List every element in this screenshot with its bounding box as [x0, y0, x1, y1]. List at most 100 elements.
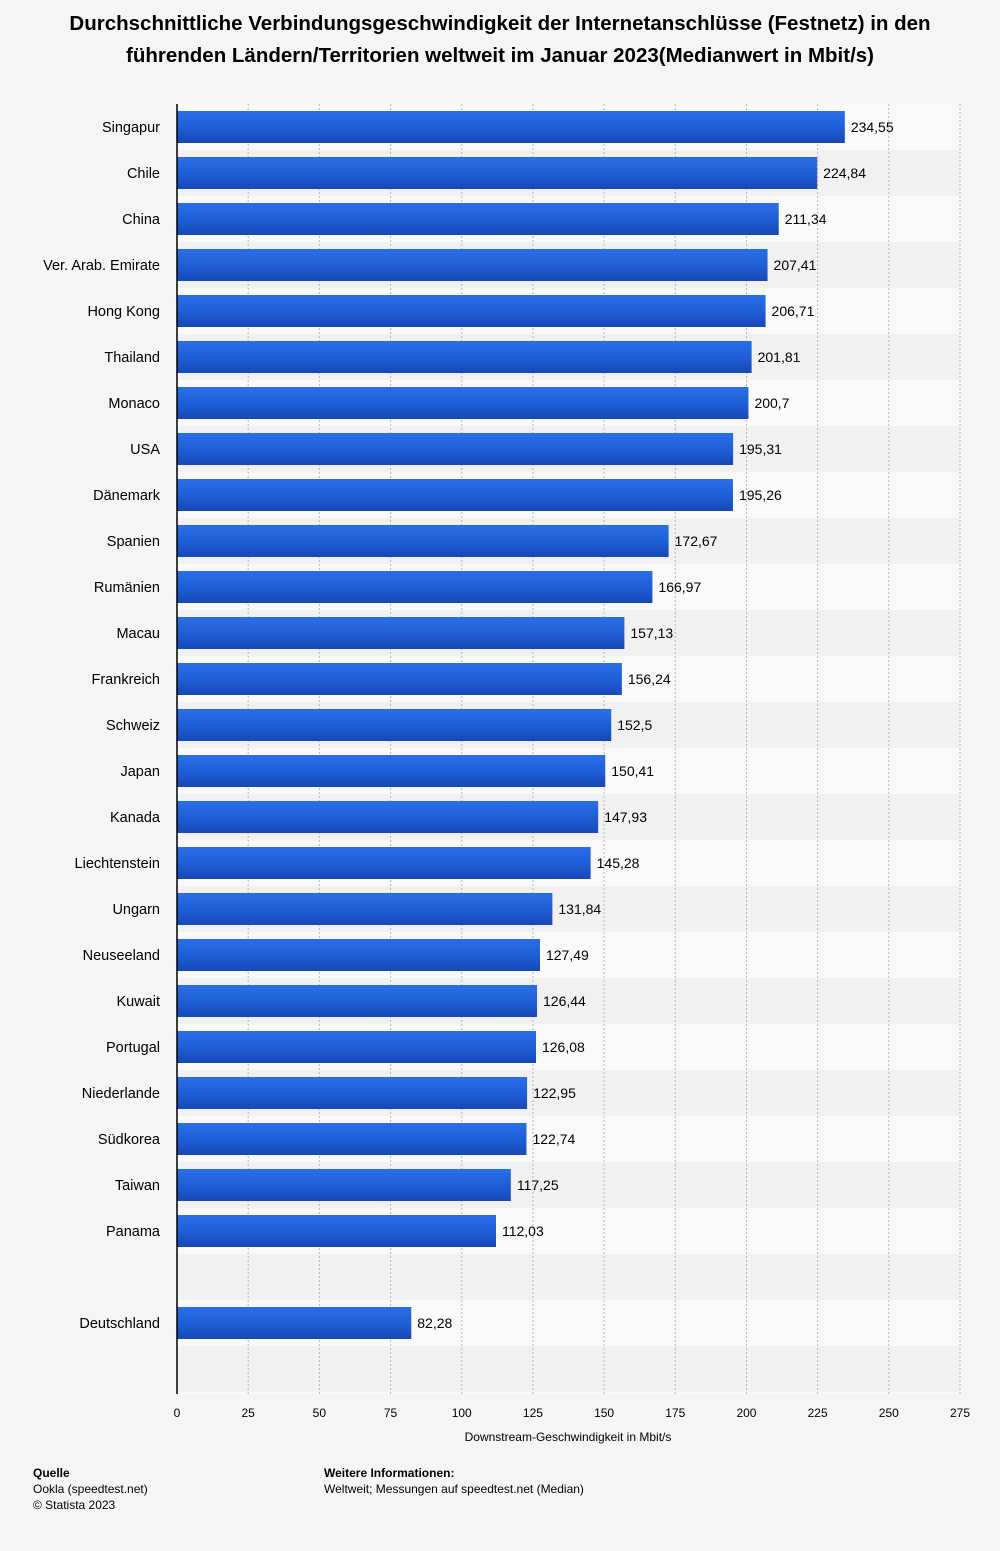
category-label: Panama — [106, 1224, 161, 1240]
value-label: 145,28 — [597, 855, 640, 871]
bar[interactable] — [177, 755, 606, 787]
x-tick-label: 275 — [950, 1406, 970, 1420]
category-label: Rumänien — [94, 580, 160, 596]
category-label: Monaco — [108, 396, 160, 412]
value-label: 211,34 — [785, 211, 827, 227]
value-label: 207,41 — [774, 257, 817, 273]
bar[interactable] — [177, 617, 625, 649]
category-labels: Singapur Chile China Ver. Arab. Emirate Hong… — [43, 120, 161, 1332]
category-label: Kanada — [110, 810, 161, 826]
x-tick-label: 50 — [313, 1406, 327, 1420]
value-label: 126,44 — [543, 993, 586, 1009]
bar[interactable] — [177, 157, 818, 189]
value-label: 131,84 — [558, 901, 601, 917]
category-label: Dänemark — [93, 488, 161, 504]
category-label: Deutschland — [79, 1316, 160, 1332]
x-tick-label: 0 — [174, 1406, 181, 1420]
copyright-text: © Statista 2023 — [33, 1498, 116, 1512]
value-label: 112,03 — [502, 1223, 544, 1239]
bar[interactable] — [177, 663, 622, 695]
value-label: 234,55 — [851, 119, 894, 135]
value-label: 127,49 — [546, 947, 589, 963]
chart-title: Durchschnittliche Verbindungsgeschwindig… — [69, 12, 931, 67]
value-label: 201,81 — [758, 349, 801, 365]
bar-chart: Singapur Chile China Ver. Arab. Emirate Hong… — [43, 104, 971, 1444]
bar[interactable] — [177, 295, 766, 327]
value-label: 200,7 — [754, 395, 789, 411]
bar[interactable] — [177, 203, 779, 235]
x-tick-label: 125 — [523, 1406, 543, 1420]
bar[interactable] — [177, 1077, 528, 1109]
bar[interactable] — [177, 249, 768, 281]
info-block: Weitere Informationen: Weltweit; Messung… — [324, 1465, 584, 1497]
category-label: Ungarn — [112, 902, 160, 918]
category-label: Kuwait — [116, 994, 160, 1010]
bar[interactable] — [177, 571, 653, 603]
x-tick-label: 175 — [665, 1406, 685, 1420]
value-label: 172,67 — [675, 533, 718, 549]
bar[interactable] — [177, 939, 540, 971]
bar[interactable] — [177, 1123, 527, 1155]
bar[interactable] — [177, 525, 669, 557]
row-band — [177, 1254, 960, 1300]
x-tick-label: 150 — [594, 1406, 614, 1420]
info-text: Weltweit; Messungen auf speedtest.net (M… — [324, 1482, 584, 1496]
value-label: 147,93 — [604, 809, 647, 825]
value-label: 122,95 — [533, 1085, 576, 1101]
info-heading: Weitere Informationen: — [324, 1466, 455, 1480]
bar[interactable] — [177, 1307, 412, 1339]
value-label: 195,31 — [739, 441, 782, 457]
bar[interactable] — [177, 847, 591, 879]
category-label: Thailand — [104, 350, 160, 366]
category-label: Niederlande — [82, 1086, 160, 1102]
source-block: Quelle Ookla (speedtest.net) © Statista … — [33, 1465, 148, 1513]
category-label: Südkorea — [98, 1132, 161, 1148]
row-band — [177, 1346, 960, 1392]
bar[interactable] — [177, 387, 749, 419]
bar[interactable] — [177, 709, 612, 741]
bar[interactable] — [177, 341, 752, 373]
bar[interactable] — [177, 985, 538, 1017]
category-label: Liechtenstein — [75, 856, 160, 872]
x-tick-label: 250 — [879, 1406, 899, 1420]
gridlines — [247, 104, 961, 1394]
x-tick-label: 200 — [736, 1406, 756, 1420]
category-label: Frankreich — [92, 672, 161, 688]
value-label: 195,26 — [739, 487, 782, 503]
x-tick-labels: 0 25 50 75 100 125 150 175 200 225 250 275 — [174, 1406, 971, 1420]
category-label: Spanien — [107, 534, 160, 550]
x-tick-label: 100 — [452, 1406, 472, 1420]
bar[interactable] — [177, 479, 733, 511]
value-label: 156,24 — [628, 671, 671, 687]
bar[interactable] — [177, 1031, 536, 1063]
value-label: 206,71 — [772, 303, 815, 319]
bar[interactable] — [177, 433, 734, 465]
category-label: China — [122, 212, 161, 228]
bar[interactable] — [177, 1215, 496, 1247]
x-tick-label: 25 — [242, 1406, 256, 1420]
category-label: Singapur — [102, 120, 160, 136]
value-label: 117,25 — [517, 1177, 559, 1193]
x-tick-label: 75 — [384, 1406, 398, 1420]
category-label: Chile — [127, 166, 160, 182]
category-label: USA — [130, 442, 160, 458]
value-label: 126,08 — [542, 1039, 585, 1055]
value-label: 122,74 — [532, 1131, 575, 1147]
category-label: Schweiz — [106, 718, 160, 734]
value-label: 224,84 — [823, 165, 866, 181]
bar[interactable] — [177, 1169, 511, 1201]
bar[interactable] — [177, 893, 553, 925]
value-label: 150,41 — [611, 763, 654, 779]
category-label: Ver. Arab. Emirate — [43, 258, 160, 274]
bar[interactable] — [177, 801, 599, 833]
value-label: 152,5 — [617, 717, 652, 733]
value-labels: 234,55 224,84 211,34 207,41 206,71 201,81 200,… — [417, 119, 894, 1331]
bar[interactable] — [177, 111, 845, 143]
category-label: Macau — [116, 626, 160, 642]
x-axis-label: Downstream-Geschwindigkeit in Mbit/s — [465, 1430, 672, 1444]
x-tick-label: 225 — [808, 1406, 828, 1420]
category-label: Neuseeland — [83, 948, 160, 964]
category-label: Hong Kong — [87, 304, 160, 320]
source-heading: Quelle — [33, 1466, 70, 1480]
source-text[interactable]: Ookla (speedtest.net) — [33, 1482, 148, 1496]
